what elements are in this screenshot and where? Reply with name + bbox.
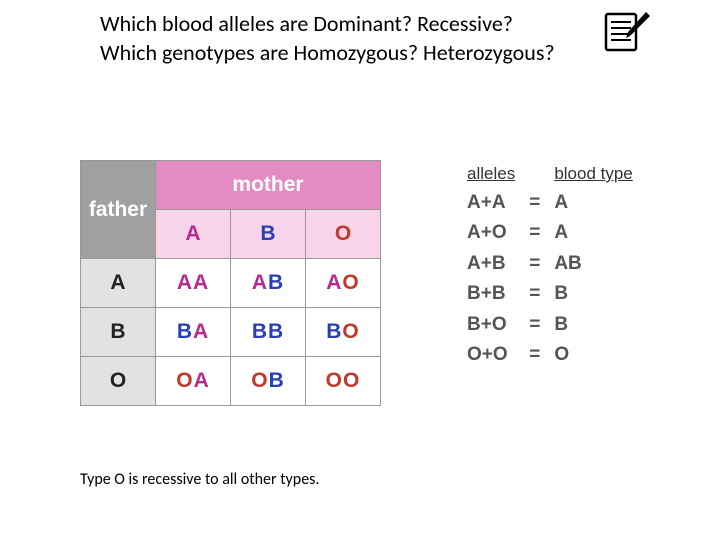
allele-row: A+B (460, 249, 522, 280)
cell-OO: OO (306, 357, 381, 406)
father-allele-B: B (81, 308, 156, 357)
cell-AA: AA (156, 259, 231, 308)
allele-row: O+O (460, 340, 522, 371)
allele-row: B+O (460, 310, 522, 341)
allele-map: alleles blood type A+A=A A+O=A A+B=AB B+… (460, 160, 640, 371)
allele-row: A+O (460, 218, 522, 249)
mother-allele-B: B (231, 210, 306, 259)
cell-AO: AO (306, 259, 381, 308)
allele-head-left: alleles (460, 160, 522, 188)
title-block: Which blood alleles are Dominant? Recess… (100, 10, 660, 67)
mother-allele-A: A (156, 210, 231, 259)
title-line1: Which blood alleles are Dominant? Recess… (100, 10, 513, 37)
father-allele-O: O (81, 357, 156, 406)
father-allele-A: A (81, 259, 156, 308)
punnett-square: father mother A B O A AA AB AO B BA BB B… (80, 160, 381, 406)
cell-AB: AB (231, 259, 306, 308)
father-header: father (81, 161, 156, 259)
title-line2: Which genotypes are Homozygous? Heterozy… (100, 39, 555, 66)
cell-OA: OA (156, 357, 231, 406)
cell-OB: OB (231, 357, 306, 406)
allele-head-right: blood type (547, 160, 639, 188)
footnote: Type O is recessive to all other types. (80, 470, 319, 489)
write-icon (600, 8, 652, 61)
cell-BO: BO (306, 308, 381, 357)
mother-header: mother (156, 161, 381, 210)
cell-BB: BB (231, 308, 306, 357)
allele-row: A+A (460, 188, 522, 219)
allele-row: B+B (460, 279, 522, 310)
mother-allele-O: O (306, 210, 381, 259)
cell-BA: BA (156, 308, 231, 357)
